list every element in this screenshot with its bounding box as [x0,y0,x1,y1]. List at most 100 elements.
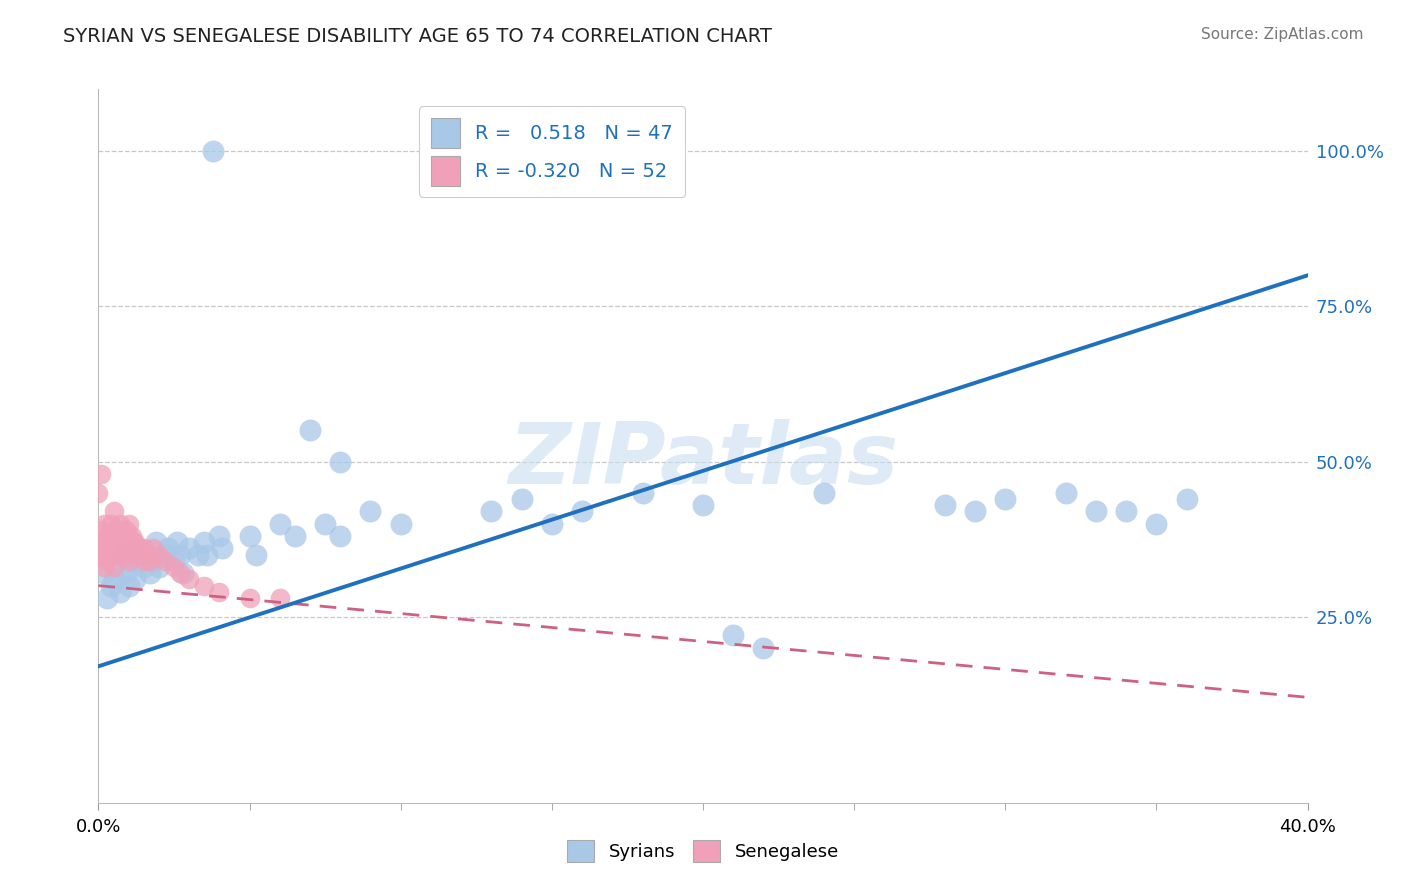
Point [142,554,165,568]
Point [148,560,170,574]
Point [121,529,143,543]
Point [631,485,654,500]
Legend: Syrians, Senegalese: Syrians, Senegalese [560,833,846,870]
Point [211,541,233,556]
Point [127,541,149,556]
Point [87,535,110,549]
Point [100,535,122,549]
Point [284,529,307,543]
Point [163,560,186,574]
Point [111,548,134,562]
Point [124,548,146,562]
Point [163,554,186,568]
Point [166,535,188,549]
Point [93,566,115,581]
Text: SYRIAN VS SENEGALESE DISABILITY AGE 65 TO 74 CORRELATION CHART: SYRIAN VS SENEGALESE DISABILITY AGE 65 T… [63,27,772,45]
Point [965,504,987,518]
Point [934,498,956,512]
Point [1175,491,1198,506]
Point [90,467,112,481]
Point [90,548,112,562]
Point [723,628,745,642]
Point [813,485,835,500]
Text: ZIPatlas: ZIPatlas [508,418,898,502]
Point [1054,485,1077,500]
Point [111,529,134,543]
Point [360,504,382,518]
Point [103,504,125,518]
Point [540,516,562,531]
Point [132,560,155,574]
Point [100,579,122,593]
Point [108,584,131,599]
Point [124,573,146,587]
Point [114,566,136,581]
Point [103,560,125,574]
Point [135,548,157,562]
Point [103,535,125,549]
Point [153,548,176,562]
Point [202,145,225,159]
Point [1115,504,1137,518]
Point [145,535,167,549]
Point [329,454,352,468]
Point [208,529,231,543]
Point [314,516,336,531]
Point [108,548,131,562]
Point [96,591,118,605]
Point [118,516,141,531]
Point [299,424,322,438]
Point [96,554,118,568]
Point [239,529,262,543]
Point [187,548,209,562]
Point [132,554,155,568]
Point [114,523,136,537]
Point [96,541,118,556]
Point [121,541,143,556]
Point [389,516,412,531]
Point [103,548,125,562]
Point [752,640,775,655]
Point [208,584,231,599]
Point [87,485,110,500]
Point [571,504,593,518]
Point [142,541,165,556]
Point [692,498,714,512]
Point [269,516,291,531]
Point [132,541,155,556]
Point [127,541,149,556]
Point [118,579,141,593]
Point [114,548,136,562]
Point [105,529,128,543]
Point [124,535,146,549]
Point [156,541,179,556]
Point [139,554,162,568]
Point [111,541,134,556]
Point [100,516,122,531]
Point [994,491,1017,506]
Point [172,566,194,581]
Point [96,529,118,543]
Point [114,535,136,549]
Point [179,541,201,556]
Legend: R =   0.518   N = 47, R = -0.320   N = 52: R = 0.518 N = 47, R = -0.320 N = 52 [419,106,685,197]
Point [121,554,143,568]
Point [148,548,170,562]
Point [481,504,503,518]
Text: Source: ZipAtlas.com: Source: ZipAtlas.com [1201,27,1364,42]
Point [100,548,122,562]
Point [139,566,162,581]
Point [105,560,128,574]
Point [193,579,215,593]
Point [93,560,115,574]
Point [118,529,141,543]
Point [1085,504,1108,518]
Point [108,516,131,531]
Point [135,548,157,562]
Point [510,491,533,506]
Point [93,516,115,531]
Point [103,573,125,587]
Point [103,523,125,537]
Point [195,548,218,562]
Point [153,554,176,568]
